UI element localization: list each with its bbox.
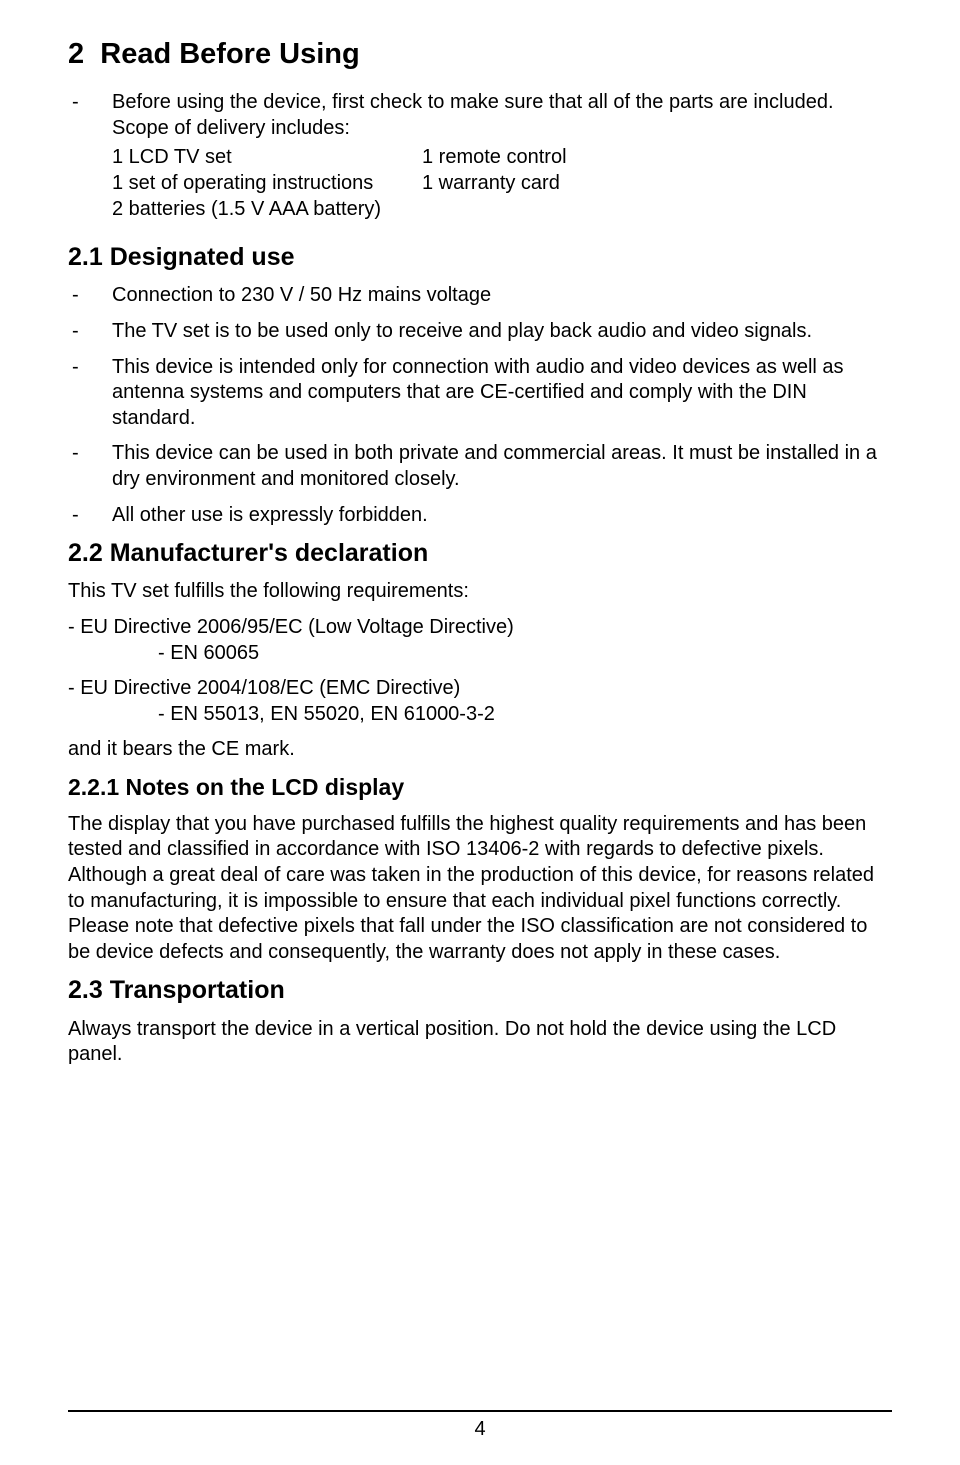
transportation-body: Always transport the device in a vertica… [68, 1017, 892, 1068]
heading-text: Manufacturer's declaration [110, 539, 429, 567]
heading-text: Transportation [110, 976, 285, 1004]
bullet-dash: - [68, 319, 112, 345]
page-footer: 4 [68, 1410, 892, 1441]
heading-number: 2.2.1 [68, 774, 119, 800]
directive-en-line: - EN 55013, EN 55020, EN 61000-3-2 [68, 702, 892, 728]
heading-text: Notes on the LCD display [126, 774, 405, 800]
requirements-intro: This TV set fulfills the following requi… [68, 579, 892, 605]
heading-number: 2.3 [68, 976, 103, 1004]
delivery-list: 1 LCD TV set 1 remote control 1 set of o… [112, 145, 892, 222]
bullet-dash: - [68, 90, 112, 116]
list-item: - This device is intended only for conne… [68, 355, 892, 432]
heading-notes-lcd-display: 2.2.1 Notes on the LCD display [68, 773, 892, 802]
heading-manufacturers-declaration: 2.2 Manufacturer's declaration [68, 538, 892, 569]
bullet-dash: - [68, 283, 112, 309]
directive-line: - EU Directive 2006/95/EC (Low Voltage D… [68, 615, 892, 641]
delivery-item: 1 remote control [422, 145, 892, 171]
heading-transportation: 2.3 Transportation [68, 975, 892, 1006]
list-item: - Connection to 230 V / 50 Hz mains volt… [68, 283, 892, 309]
heading-read-before-using: 2 Read Before Using [68, 36, 892, 72]
delivery-item: 1 set of operating instructions [112, 171, 422, 197]
heading-number: 2.1 [68, 243, 103, 271]
list-item: - This device can be used in both privat… [68, 441, 892, 492]
lcd-notes-body: The display that you have purchased fulf… [68, 812, 892, 966]
heading-number: 2.2 [68, 539, 103, 567]
directive-line: - EU Directive 2004/108/EC (EMC Directiv… [68, 676, 892, 702]
heading-text: Read Before Using [100, 38, 359, 70]
bullet-dash: - [68, 441, 112, 467]
directive-en-line: - EN 60065 [68, 641, 892, 667]
delivery-item: 2 batteries (1.5 V AAA battery) [112, 197, 381, 223]
footer-rule [68, 1410, 892, 1412]
delivery-item: 1 warranty card [422, 171, 892, 197]
bullet-text: This device can be used in both private … [112, 441, 892, 492]
bullet-dash: - [68, 503, 112, 529]
list-item: - The TV set is to be used only to recei… [68, 319, 892, 345]
bullet-dash: - [68, 355, 112, 381]
intro-bullet-body: Before using the device, first check to … [112, 91, 834, 139]
intro-bullet: - Before using the device, first check t… [68, 90, 892, 232]
delivery-item: 1 LCD TV set [112, 145, 422, 171]
manual-page: 2 Read Before Using - Before using the d… [0, 0, 960, 1465]
bullet-text: This device is intended only for connect… [112, 355, 892, 432]
ce-mark-line: and it bears the CE mark. [68, 737, 892, 763]
page-number: 4 [474, 1418, 485, 1440]
list-item: - All other use is expressly forbidden. [68, 503, 892, 529]
heading-designated-use: 2.1 Designated use [68, 242, 892, 273]
intro-bullet-text: Before using the device, first check to … [112, 90, 892, 232]
heading-text: Designated use [110, 243, 295, 271]
bullet-text: All other use is expressly forbidden. [112, 503, 892, 529]
bullet-text: The TV set is to be used only to receive… [112, 319, 892, 345]
heading-number: 2 [68, 38, 84, 70]
bullet-text: Connection to 230 V / 50 Hz mains voltag… [112, 283, 892, 309]
